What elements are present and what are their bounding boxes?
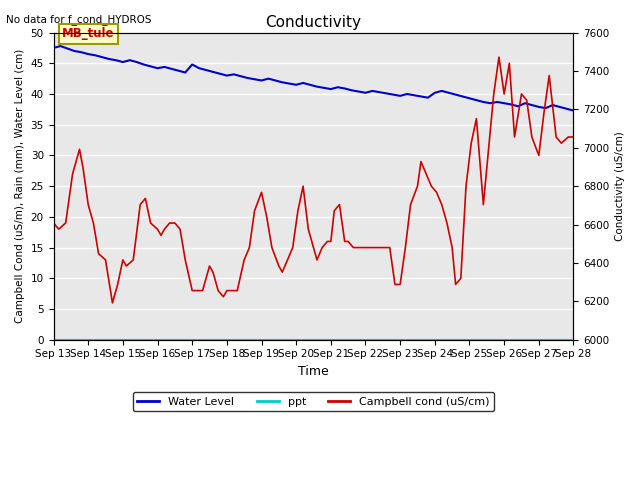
- X-axis label: Time: Time: [298, 365, 329, 378]
- Title: Conductivity: Conductivity: [266, 15, 362, 30]
- Text: MB_tule: MB_tule: [62, 27, 115, 40]
- Y-axis label: Campbell Cond (uS/m), Rain (mm), Water Level (cm): Campbell Cond (uS/m), Rain (mm), Water L…: [15, 49, 25, 324]
- Y-axis label: Conductivity (uS/cm): Conductivity (uS/cm): [615, 132, 625, 241]
- Text: No data for f_cond_HYDROS: No data for f_cond_HYDROS: [6, 14, 152, 25]
- Legend: Water Level, ppt, Campbell cond (uS/cm): Water Level, ppt, Campbell cond (uS/cm): [132, 392, 494, 411]
